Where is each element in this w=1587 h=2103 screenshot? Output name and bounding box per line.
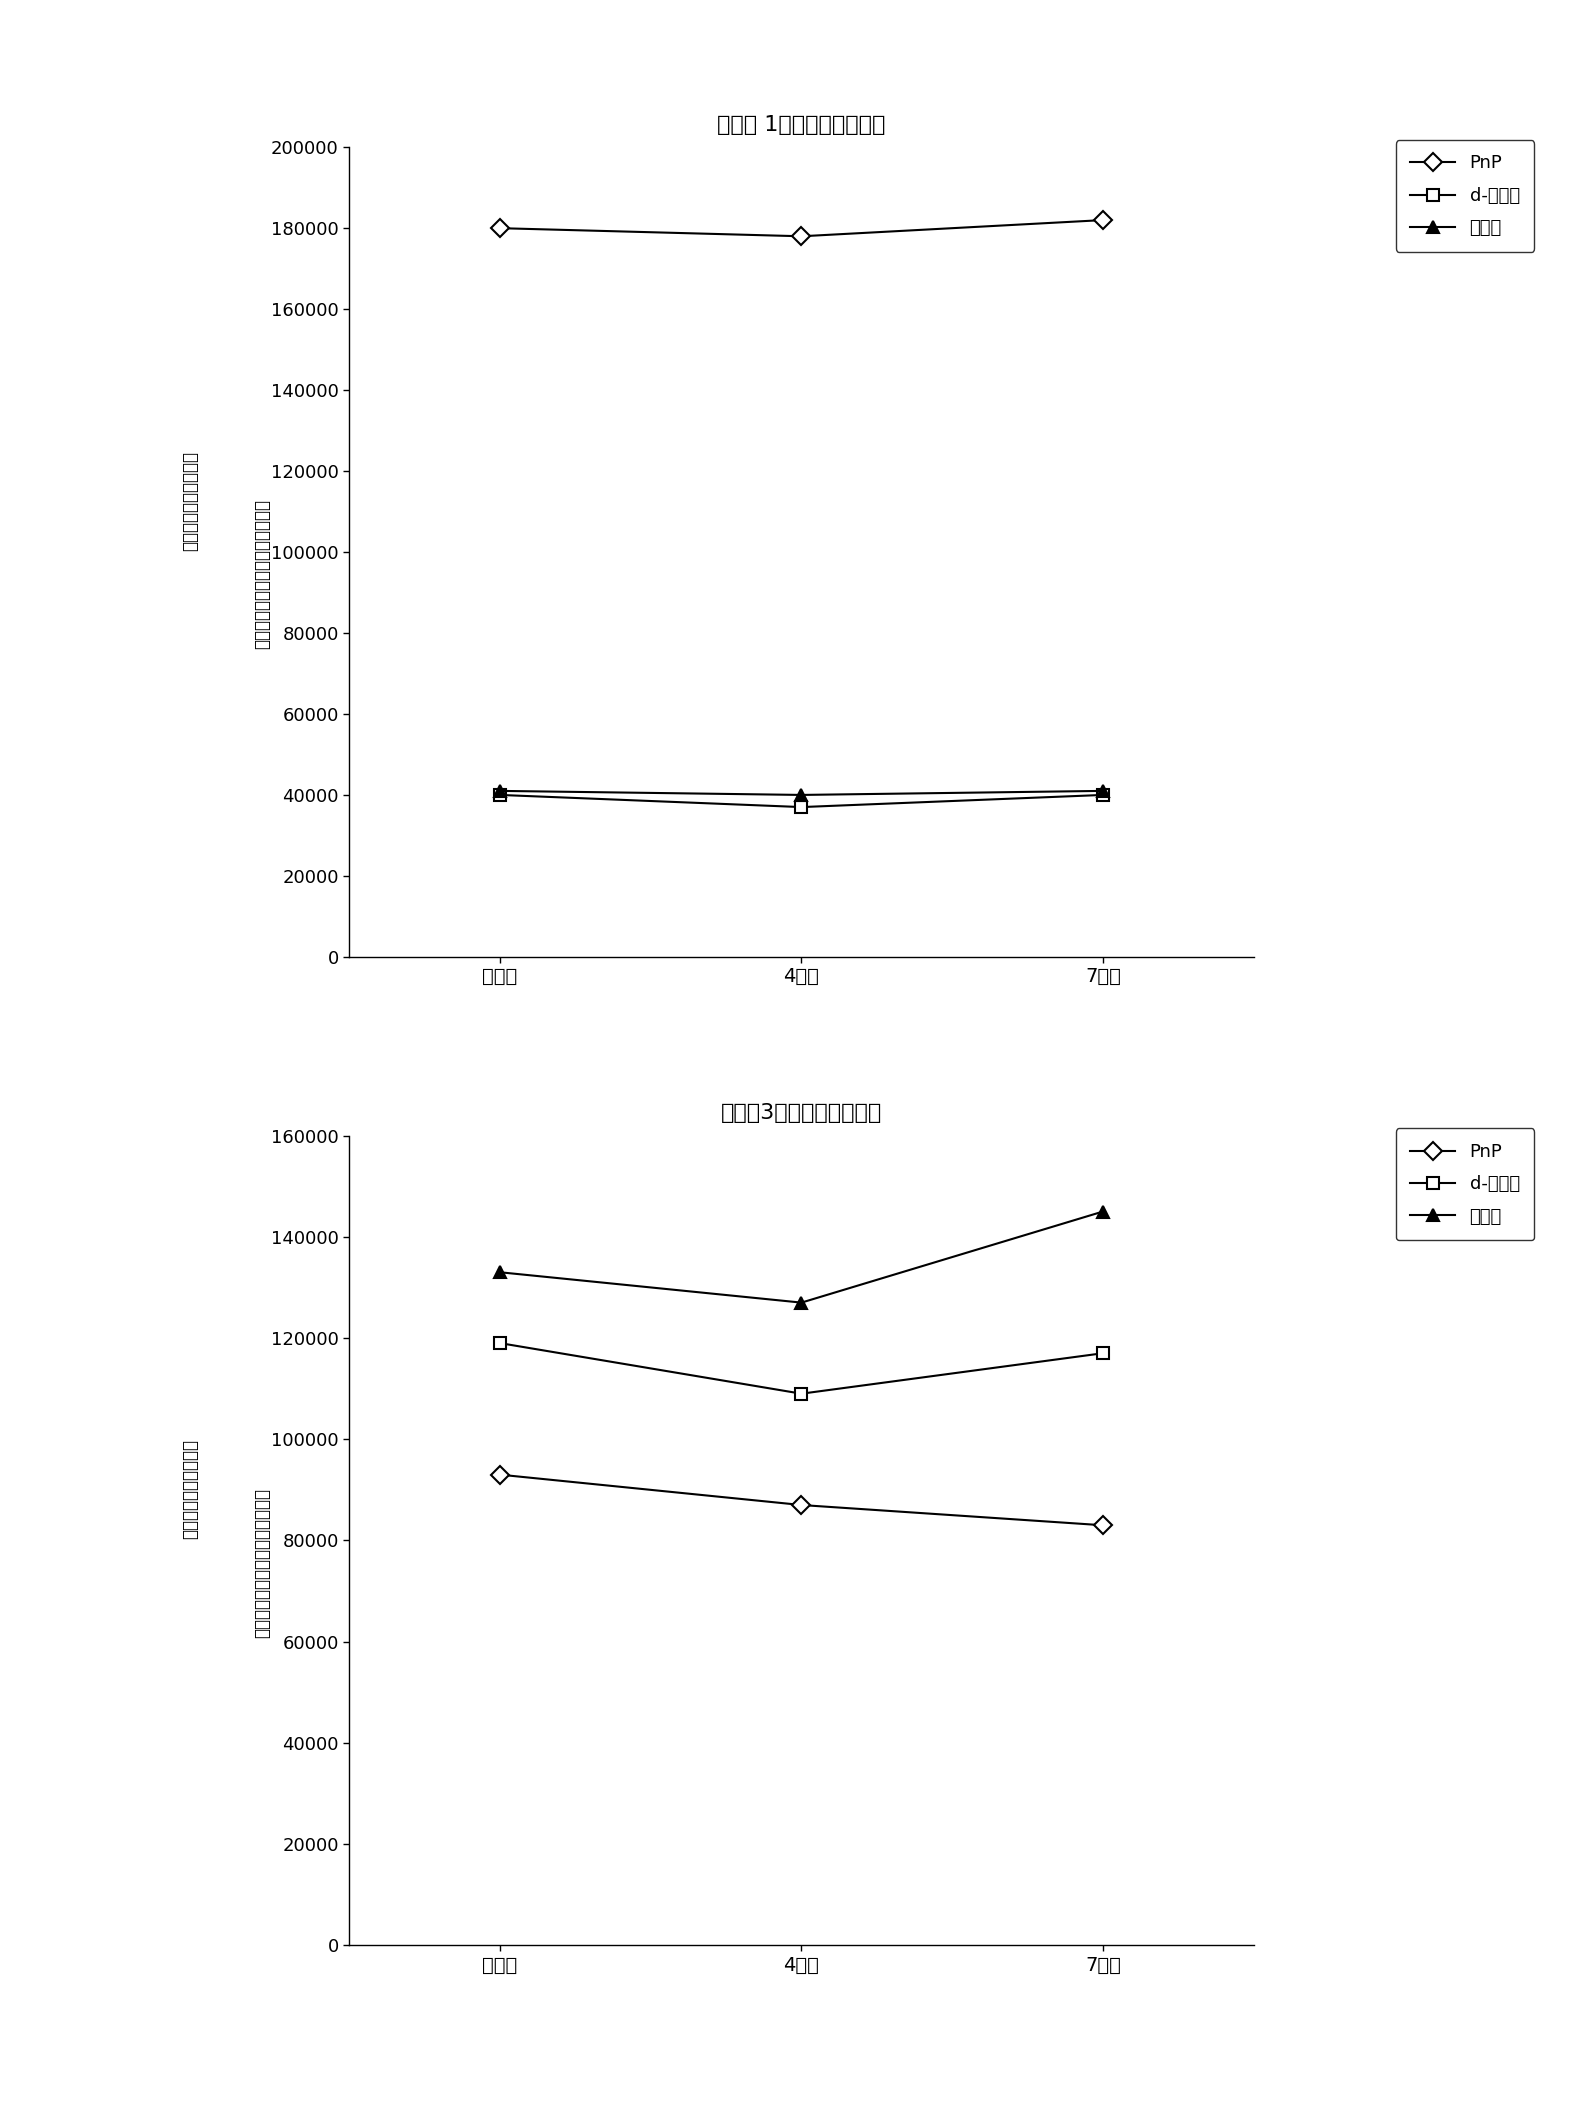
Legend: PnP, d-柠橬烯, 石竹烯: PnP, d-柠橬烯, 石竹烯 bbox=[1395, 141, 1535, 252]
d-柠橬烯 bbox=[1093, 1340, 1112, 1365]
石竹烯 bbox=[1093, 778, 1112, 803]
Title: 实施例 1（设置在抽屉中）: 实施例 1（设置在抽屉中） bbox=[717, 114, 886, 135]
PnP bbox=[490, 215, 509, 240]
Line: d-柠橬烯: d-柠橬烯 bbox=[494, 1338, 1109, 1401]
石竹烯 bbox=[490, 1260, 509, 1285]
d-柠橬烯 bbox=[490, 1331, 509, 1356]
Line: PnP: PnP bbox=[494, 1468, 1109, 1531]
Title: 实施例3（设置在抽屉中）: 实施例3（设置在抽屉中） bbox=[720, 1102, 882, 1123]
Text: （峰面积／芳香剂组合物的重量）: （峰面积／芳香剂组合物的重量） bbox=[252, 498, 271, 650]
PnP bbox=[792, 223, 811, 248]
Legend: PnP, d-柠橬烯, 石竹烯: PnP, d-柠橬烯, 石竹烯 bbox=[1395, 1129, 1535, 1241]
Text: 香料和溶剂的相对浓度: 香料和溶剂的相对浓度 bbox=[181, 1438, 200, 1539]
d-柠橬烯 bbox=[792, 795, 811, 820]
石竹烯 bbox=[1093, 1199, 1112, 1224]
d-柠橬烯 bbox=[792, 1382, 811, 1407]
Line: 石竹烯: 石竹烯 bbox=[494, 784, 1109, 801]
Line: d-柠橬烯: d-柠橬烯 bbox=[494, 789, 1109, 814]
PnP bbox=[490, 1462, 509, 1487]
Line: PnP: PnP bbox=[494, 215, 1109, 242]
石竹烯 bbox=[792, 1289, 811, 1314]
Line: 石竹烯: 石竹烯 bbox=[494, 1205, 1109, 1308]
Text: （峰面积／芳香剂组合物的重量）: （峰面积／芳香剂组合物的重量） bbox=[252, 1487, 271, 1638]
d-柠橬烯 bbox=[1093, 782, 1112, 808]
PnP bbox=[792, 1493, 811, 1518]
d-柠橬烯 bbox=[490, 782, 509, 808]
石竹烯 bbox=[490, 778, 509, 803]
Text: 香料和溶剂的相对浓度: 香料和溶剂的相对浓度 bbox=[181, 450, 200, 551]
PnP bbox=[1093, 1512, 1112, 1537]
石竹烯 bbox=[792, 782, 811, 808]
PnP bbox=[1093, 208, 1112, 233]
